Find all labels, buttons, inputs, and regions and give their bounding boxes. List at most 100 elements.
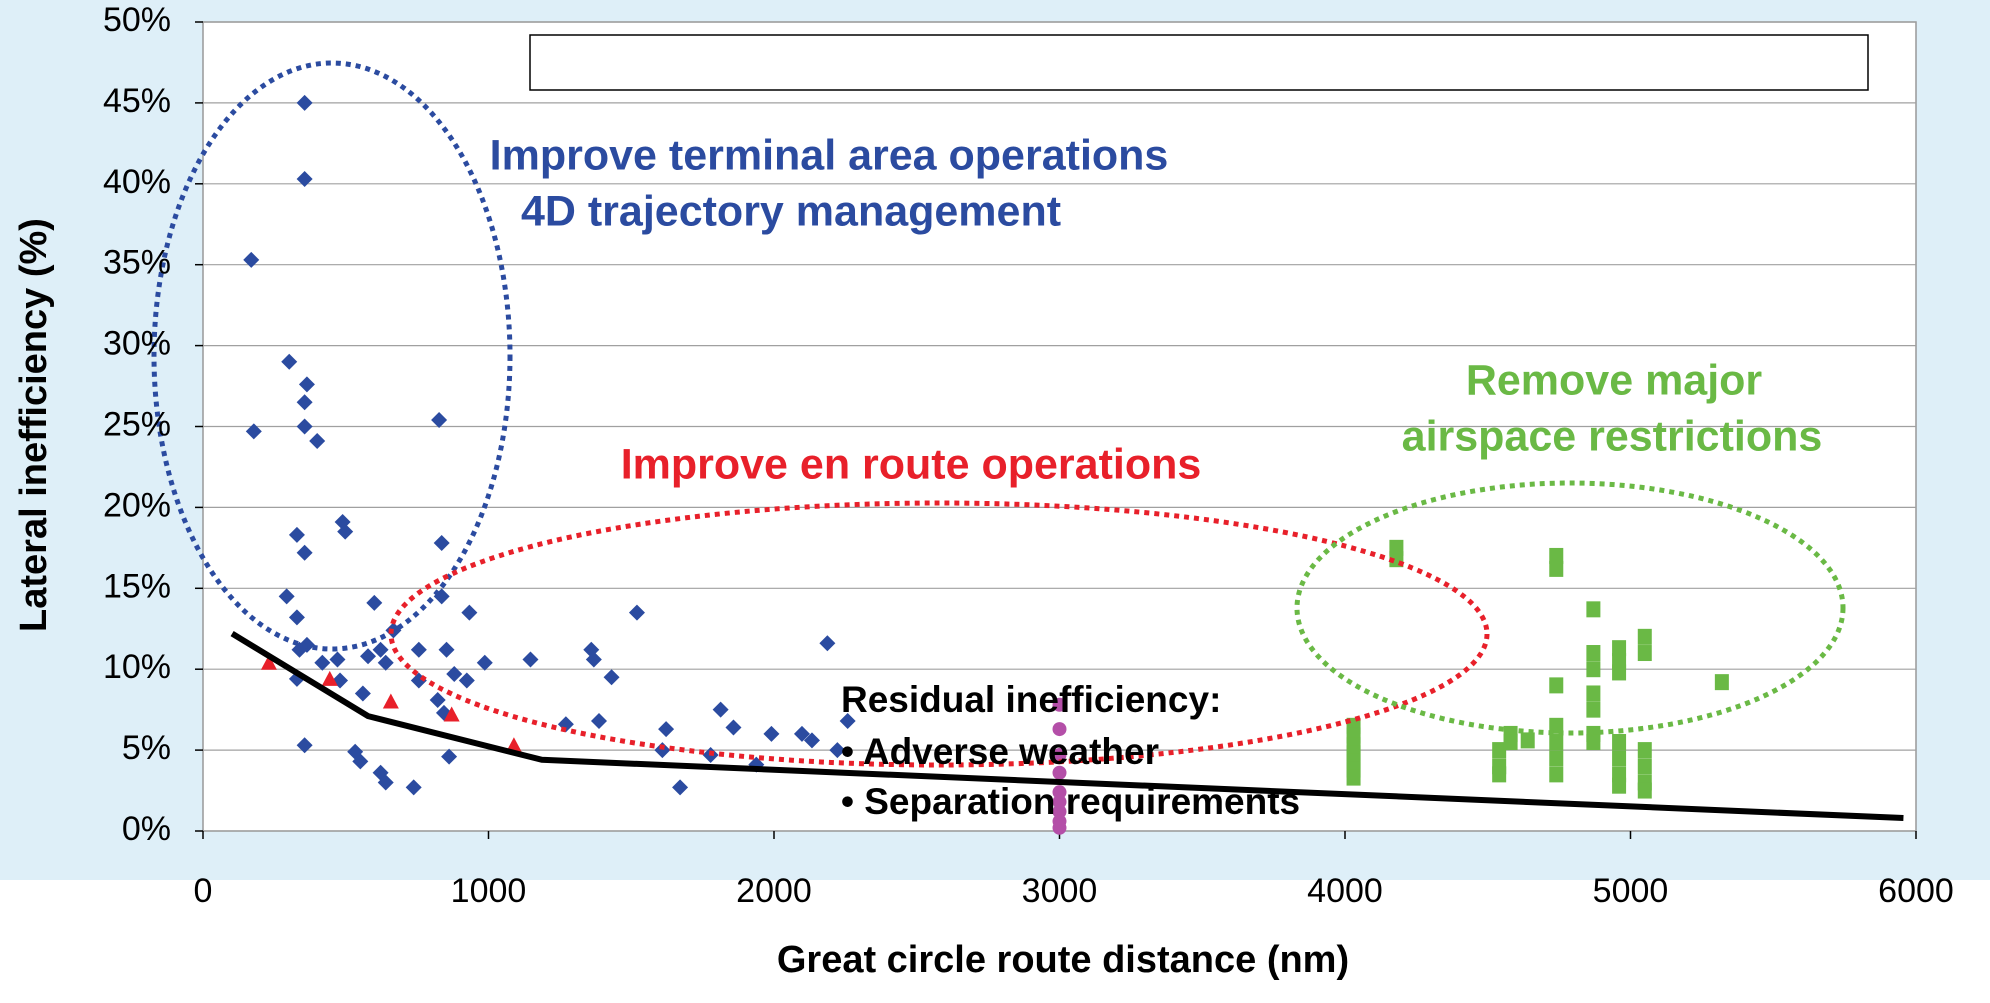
square-point [1637,645,1652,662]
y-tick-label: 40% [103,163,171,201]
circle-point [1052,747,1067,762]
diamond-point [410,641,427,658]
background-lower [0,880,1990,1003]
diamond-point [476,654,493,671]
diamond-point [672,779,689,796]
diamond-point [712,701,729,718]
triangle-point [382,693,399,709]
diamond-point [585,651,602,668]
diamond-point [725,719,742,736]
circle-point [1052,804,1067,819]
x-tick-label: 4000 [1307,872,1383,910]
circle-point [1052,794,1067,809]
square-point [1612,777,1627,794]
circle-point [1052,820,1067,835]
diamond-point [438,641,455,658]
diamond-point [296,394,313,411]
diamond-point [829,742,846,759]
diamond-point [819,635,836,652]
diamond-point [803,732,820,749]
y-tick-label: 0% [122,810,171,848]
annotation: Improve terminal area operations [490,131,1169,179]
diamond-point [603,669,620,686]
annotation: • Separation requirements [841,781,1300,822]
square-point [1586,685,1601,702]
diamond-point [461,604,478,621]
square-point [1346,769,1361,786]
square-point [1637,628,1652,645]
square-point [1549,560,1564,577]
legend-box [529,34,1869,91]
y-tick-label: 50% [103,1,171,39]
annotation: airspace restrictions [1402,412,1823,460]
diamond-point [288,609,305,626]
square-point [1586,701,1601,718]
square-point [1612,734,1627,751]
square-point [1612,750,1627,767]
diamond-point [288,526,305,543]
diamond-point [296,544,313,561]
diamond-point [372,641,389,658]
x-tick-label: 0 [194,872,213,910]
annotation: Residual inefficiency: [841,679,1221,720]
diamond-point [654,742,671,759]
circle-point [1052,765,1067,780]
diamond-point [763,725,780,742]
square-point [1492,742,1507,759]
diamond-point [296,737,313,754]
square-point [1637,758,1652,775]
square-point [1637,742,1652,759]
square-point [1549,717,1564,734]
x-tick-label: 1000 [451,872,527,910]
residual-curve [230,631,1904,822]
diamond-point [458,672,475,689]
annotation: • Adverse weather [841,731,1159,772]
diamond-point [296,94,313,111]
x-axis-label: Great circle route distance (nm) [777,939,1349,981]
diamond-point [522,651,539,668]
triangle-point [260,654,277,670]
y-axis-label: Lateral inefficiency (%) [13,218,55,632]
y-tick-label: 20% [103,486,171,524]
y-tick-label: 5% [122,729,171,767]
diamond-point [366,594,383,611]
triangle-point [505,737,522,753]
diamond-point [278,588,295,605]
square-point [1714,674,1729,691]
diamond-point [354,685,371,702]
square-point [1586,601,1601,618]
diamond-point [309,433,326,450]
diamond-point [352,753,369,770]
diamond-point [337,523,354,540]
diamond-point [360,648,377,665]
square-point [1520,732,1535,749]
diamond-point [243,251,260,268]
annotation: Remove major [1466,356,1763,404]
square-point [1549,734,1564,751]
diamond-point [298,376,315,393]
triangle-point [321,670,338,686]
diamond-point [590,712,607,729]
diamond-point [296,170,313,187]
diamond-point [839,712,856,729]
x-tick-label: 2000 [736,872,812,910]
en-route-ellipse [388,500,1490,768]
square-point [1549,750,1564,767]
diamond-point [433,534,450,551]
diamond-point [446,666,463,683]
x-tick-label: 5000 [1593,872,1669,910]
diamond-point [329,651,346,668]
diamond-point [431,412,448,429]
y-tick-label: 15% [103,567,171,605]
square-point [1549,677,1564,694]
y-tick-label: 25% [103,405,171,443]
diamond-point [377,774,394,791]
circle-point [1052,722,1067,737]
square-point [1586,645,1601,662]
x-tick-label: 3000 [1022,872,1098,910]
diamond-point [441,748,458,765]
y-tick-label: 35% [103,244,171,282]
circle-point [1052,697,1067,712]
diamond-point [793,725,810,742]
square-point [1637,782,1652,799]
